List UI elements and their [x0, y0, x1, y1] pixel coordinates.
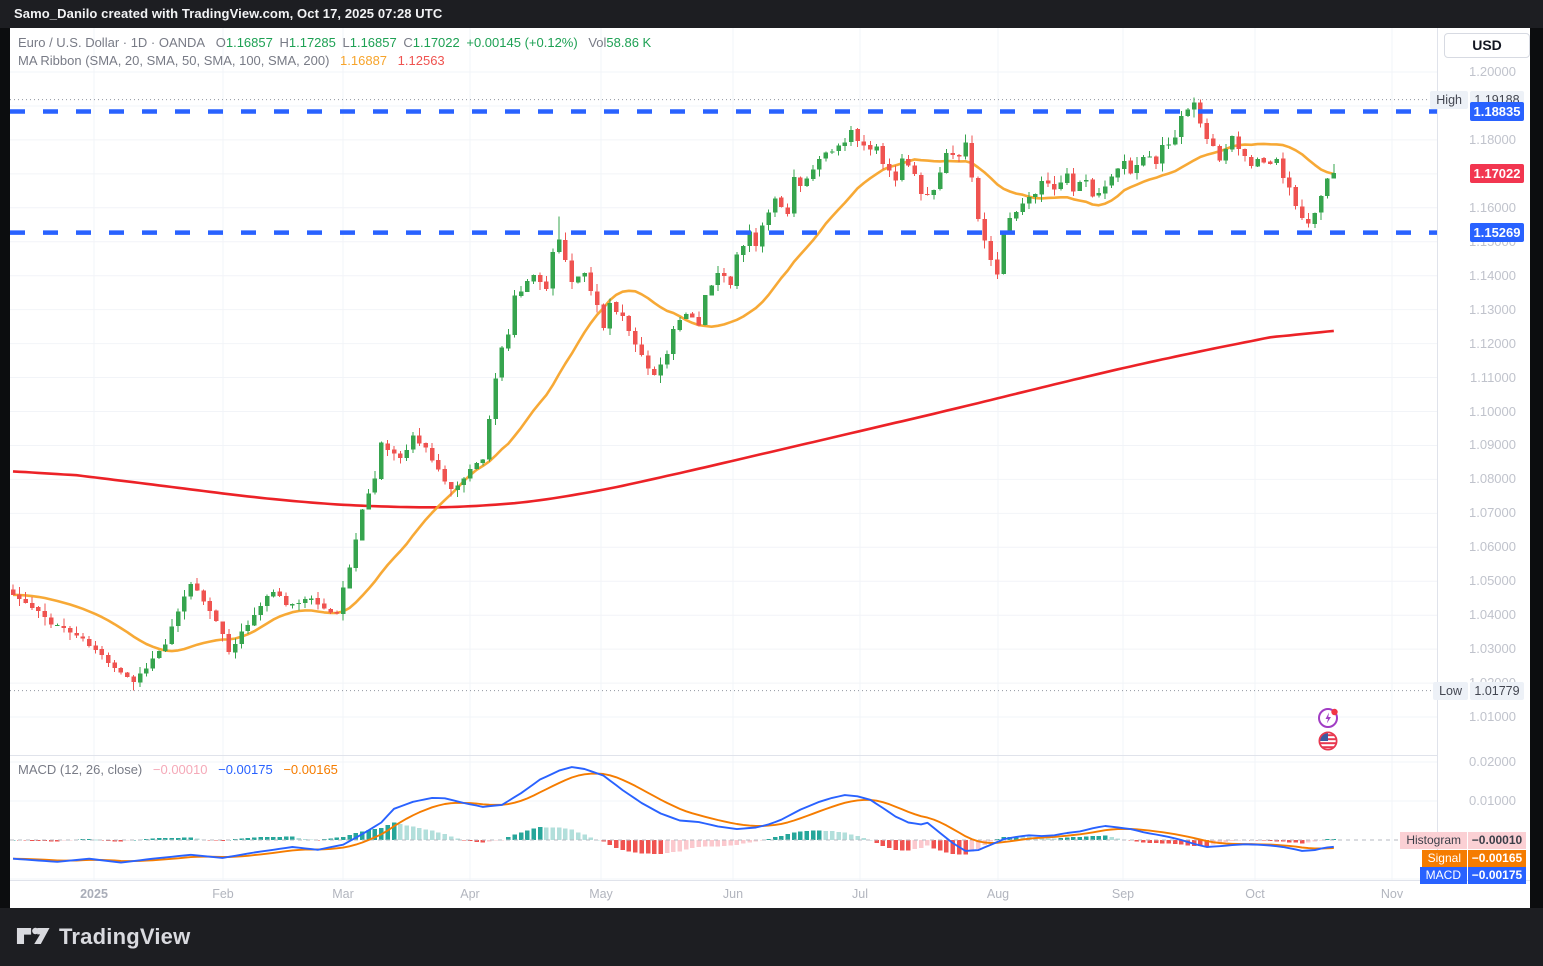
time-tick-oct: Oct: [1245, 887, 1265, 901]
high-value: 1.17285: [288, 35, 336, 50]
marker-word: Low: [1433, 681, 1468, 700]
currency-toggle-button[interactable]: USD: [1444, 33, 1530, 58]
indicator-row[interactable]: MA Ribbon (SMA, 20, SMA, 50, SMA, 100, S…: [18, 52, 651, 69]
lightning-icon: [1318, 708, 1338, 728]
time-tick-sep: Sep: [1111, 887, 1135, 901]
macd-line-value: −0.00175: [218, 762, 273, 777]
open-label: O: [215, 35, 226, 50]
price-tick: 1.07000: [1469, 505, 1516, 521]
price-tick: 1.18000: [1469, 131, 1516, 147]
price-tick: 1.09000: [1469, 437, 1516, 453]
price-tick: 1.01000: [1469, 709, 1516, 725]
price-tick: 1.16000: [1469, 199, 1516, 215]
price-macd-canvas[interactable]: [10, 28, 1437, 880]
ma-fast-value: 1.16887: [340, 53, 388, 68]
macd-hist-value: −0.00010: [152, 762, 208, 777]
price-axis[interactable]: 1.200001.190001.180001.170001.160001.150…: [1438, 28, 1530, 880]
marker-word: High: [1430, 90, 1468, 109]
time-tick-may: May: [589, 887, 613, 901]
low-label: L: [342, 35, 350, 50]
badge-value: −0.00175: [1468, 866, 1526, 884]
symbol-legend: Euro / U.S. Dollar · 1D · OANDA O1.16857…: [18, 34, 651, 69]
close-label: C: [403, 35, 413, 50]
time-tick-aug: Aug: [986, 887, 1010, 901]
tradingview-glyph-icon: [16, 927, 50, 945]
ma-ribbon-title[interactable]: MA Ribbon (SMA, 20, SMA, 50, SMA, 100, S…: [18, 53, 330, 68]
price-tick: 1.04000: [1469, 607, 1516, 623]
macd-tick: 0.02000: [1469, 754, 1516, 769]
pane-separator[interactable]: [10, 755, 1530, 756]
price-tick: 1.13000: [1469, 301, 1516, 317]
badge-value: −0.00010: [1468, 831, 1526, 849]
price-tick: 1.20000: [1469, 64, 1516, 79]
symbol-info-row[interactable]: Euro / U.S. Dollar · 1D · OANDA O1.16857…: [18, 34, 651, 51]
time-tick-jul: Jul: [852, 887, 868, 901]
time-axis-separator: [10, 880, 1530, 881]
price-tick: 1.05000: [1469, 573, 1516, 589]
badge-value: −0.00165: [1468, 849, 1526, 867]
chart-surface: Euro / U.S. Dollar · 1D · OANDA O1.16857…: [10, 28, 1530, 908]
time-tick-jun: Jun: [722, 887, 744, 901]
symbol-title[interactable]: Euro / U.S. Dollar · 1D · OANDA: [18, 35, 206, 50]
tradingview-logo[interactable]: TradingView: [16, 923, 190, 950]
axis-separator: [1437, 28, 1438, 880]
badge-label: MACD: [1419, 866, 1467, 884]
price-tick: 1.06000: [1469, 539, 1516, 555]
macd-signal-value: −0.00165: [283, 762, 338, 777]
macd-signal-badge: Signal −0.00165: [1421, 849, 1526, 867]
change-value: +0.00145 (+0.12%): [466, 35, 578, 50]
us-flag-icon: [1318, 731, 1338, 751]
bottom-bar: TradingView: [0, 908, 1543, 966]
volume-label: Vol: [588, 35, 607, 50]
volume-value: 58.86 K: [606, 35, 652, 50]
price-tick: 1.11000: [1469, 369, 1516, 385]
ma-slow-value: 1.12563: [397, 53, 445, 68]
attribution-bar: Samo_Danilo created with TradingView.com…: [0, 0, 1543, 28]
level-price-badge: 1.18835: [1470, 102, 1524, 122]
marker-value: 1.01779: [1470, 681, 1524, 700]
time-tick-feb: Feb: [212, 887, 234, 901]
price-tick: 1.08000: [1469, 471, 1516, 487]
high-label: H: [279, 35, 289, 50]
low-value: 1.16857: [349, 35, 397, 50]
low-marker-badge: Low 1.01779: [1433, 681, 1524, 700]
attribution-text: Samo_Danilo created with TradingView.com…: [14, 6, 443, 21]
tradingview-wordmark: TradingView: [59, 923, 191, 949]
us-flag-event-icon[interactable]: [1317, 730, 1339, 752]
price-tick: 1.12000: [1469, 335, 1516, 351]
open-value: 1.16857: [225, 35, 273, 50]
time-tick-mar: Mar: [332, 887, 354, 901]
time-tick-2025: 2025: [80, 887, 108, 901]
time-tick-apr: Apr: [460, 887, 480, 901]
economic-event-icon[interactable]: [1317, 707, 1339, 729]
macd-title[interactable]: MACD (12, 26, close): [18, 762, 143, 777]
time-tick-nov: Nov: [1380, 887, 1404, 901]
level-price-badge: 1.15269: [1470, 223, 1524, 243]
macd-hist-badge: Histogram −0.00010: [1400, 831, 1526, 849]
badge-label: Signal: [1421, 849, 1467, 867]
price-tick: 1.14000: [1469, 267, 1516, 283]
price-tick: 1.10000: [1469, 403, 1516, 419]
badge-label: Histogram: [1400, 831, 1467, 849]
last-price-badge: 1.17022: [1470, 163, 1524, 183]
time-axis[interactable]: 2025 Feb Mar Apr May Jun Jul Aug Sep Oct Nov: [10, 881, 1530, 908]
macd-legend[interactable]: MACD (12, 26, close) −0.00010 −0.00175 −…: [18, 761, 338, 778]
price-tick: 1.03000: [1469, 641, 1516, 657]
macd-macd-badge: MACD −0.00175: [1419, 866, 1526, 884]
macd-tick: 0.01000: [1469, 793, 1516, 808]
chart-plot-area[interactable]: [10, 28, 1437, 880]
close-value: 1.17022: [412, 35, 460, 50]
